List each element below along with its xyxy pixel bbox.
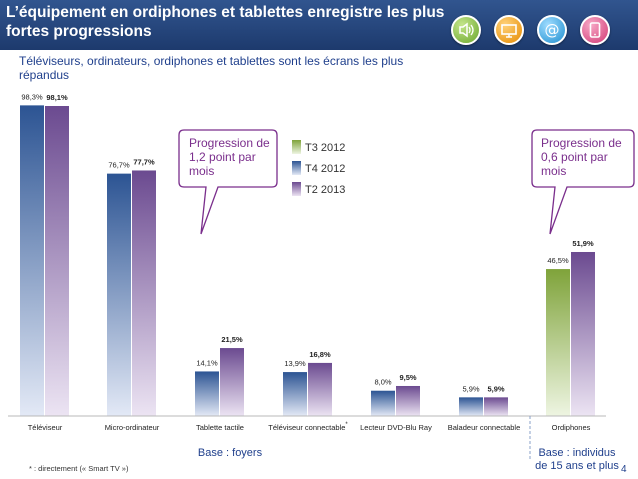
bar — [571, 251, 595, 416]
legend-item-t3-2012: T3 2012 — [292, 140, 345, 154]
data-label: 77,7% — [133, 157, 155, 166]
data-label: 76,7% — [108, 161, 130, 170]
category-label: Téléviseur — [28, 423, 63, 432]
category-label: Téléviseur connectable* — [268, 422, 348, 432]
data-label: 8,0% — [374, 378, 391, 387]
category-label: Micro-ordinateur — [105, 423, 160, 432]
bar — [546, 269, 570, 416]
footnote: * : directement (« Smart TV ») — [29, 464, 129, 473]
data-label: 5,9% — [462, 384, 479, 393]
callout-text-smartphones: Progression de 0,6 point par mois — [541, 136, 622, 178]
bar — [371, 390, 395, 416]
at-icon: @ — [537, 15, 567, 45]
category-label: Baladeur connectable — [448, 423, 521, 432]
bar — [308, 362, 332, 416]
data-label: 5,9% — [487, 384, 504, 393]
bar — [484, 397, 508, 416]
category-label: Ordiphones — [552, 423, 591, 432]
bar — [45, 106, 69, 416]
bar — [283, 372, 307, 416]
data-label: 14,1% — [196, 358, 218, 367]
base-label-households: Base : foyers — [197, 447, 263, 459]
legend-label: T4 2012 — [305, 163, 345, 175]
bar — [220, 348, 244, 416]
callout-bubble-smartphones — [531, 129, 635, 235]
tv-icon — [494, 15, 524, 45]
callout-bubble-tablets — [178, 129, 278, 235]
bar — [132, 170, 156, 416]
data-label: 46,5% — [547, 256, 569, 265]
page-number: 4 — [621, 464, 627, 475]
data-label: 98,1% — [46, 93, 68, 102]
bar — [195, 371, 219, 416]
svg-text:@: @ — [545, 21, 560, 39]
header-banner: L’équipement en ordiphones et tablettes … — [0, 0, 638, 50]
base-label-individuals: Base : individus de 15 ans et plus — [535, 447, 619, 472]
bar — [396, 385, 420, 416]
legend-label: T3 2012 — [305, 142, 345, 154]
tablet-icon — [580, 15, 610, 45]
bar — [459, 397, 483, 416]
legend: T3 2012 T4 2012 T2 2013 — [292, 140, 345, 196]
category-label: Tablette tactile — [196, 423, 244, 432]
data-label: 9,5% — [399, 373, 416, 382]
legend-item-t2-2013: T2 2013 — [292, 182, 345, 196]
bar — [20, 105, 44, 416]
data-label: 51,9% — [572, 239, 594, 248]
page-title: L’équipement en ordiphones et tablettes … — [6, 4, 445, 40]
legend-item-t4-2012: T4 2012 — [292, 161, 345, 175]
speaker-icon — [451, 15, 481, 45]
data-label: 21,5% — [221, 335, 243, 344]
callout-text-tablets: Progression de 1,2 point par mois — [189, 136, 270, 178]
legend-label: T2 2013 — [305, 184, 345, 196]
data-label: 98,3% — [21, 92, 43, 101]
data-label: 13,9% — [284, 359, 306, 368]
chart-subtitle: Téléviseurs, ordinateurs, ordiphones et … — [19, 54, 404, 82]
category-label: Lecteur DVD-Blu Ray — [360, 423, 432, 432]
data-label: 16,8% — [309, 350, 331, 359]
bar — [107, 173, 131, 416]
